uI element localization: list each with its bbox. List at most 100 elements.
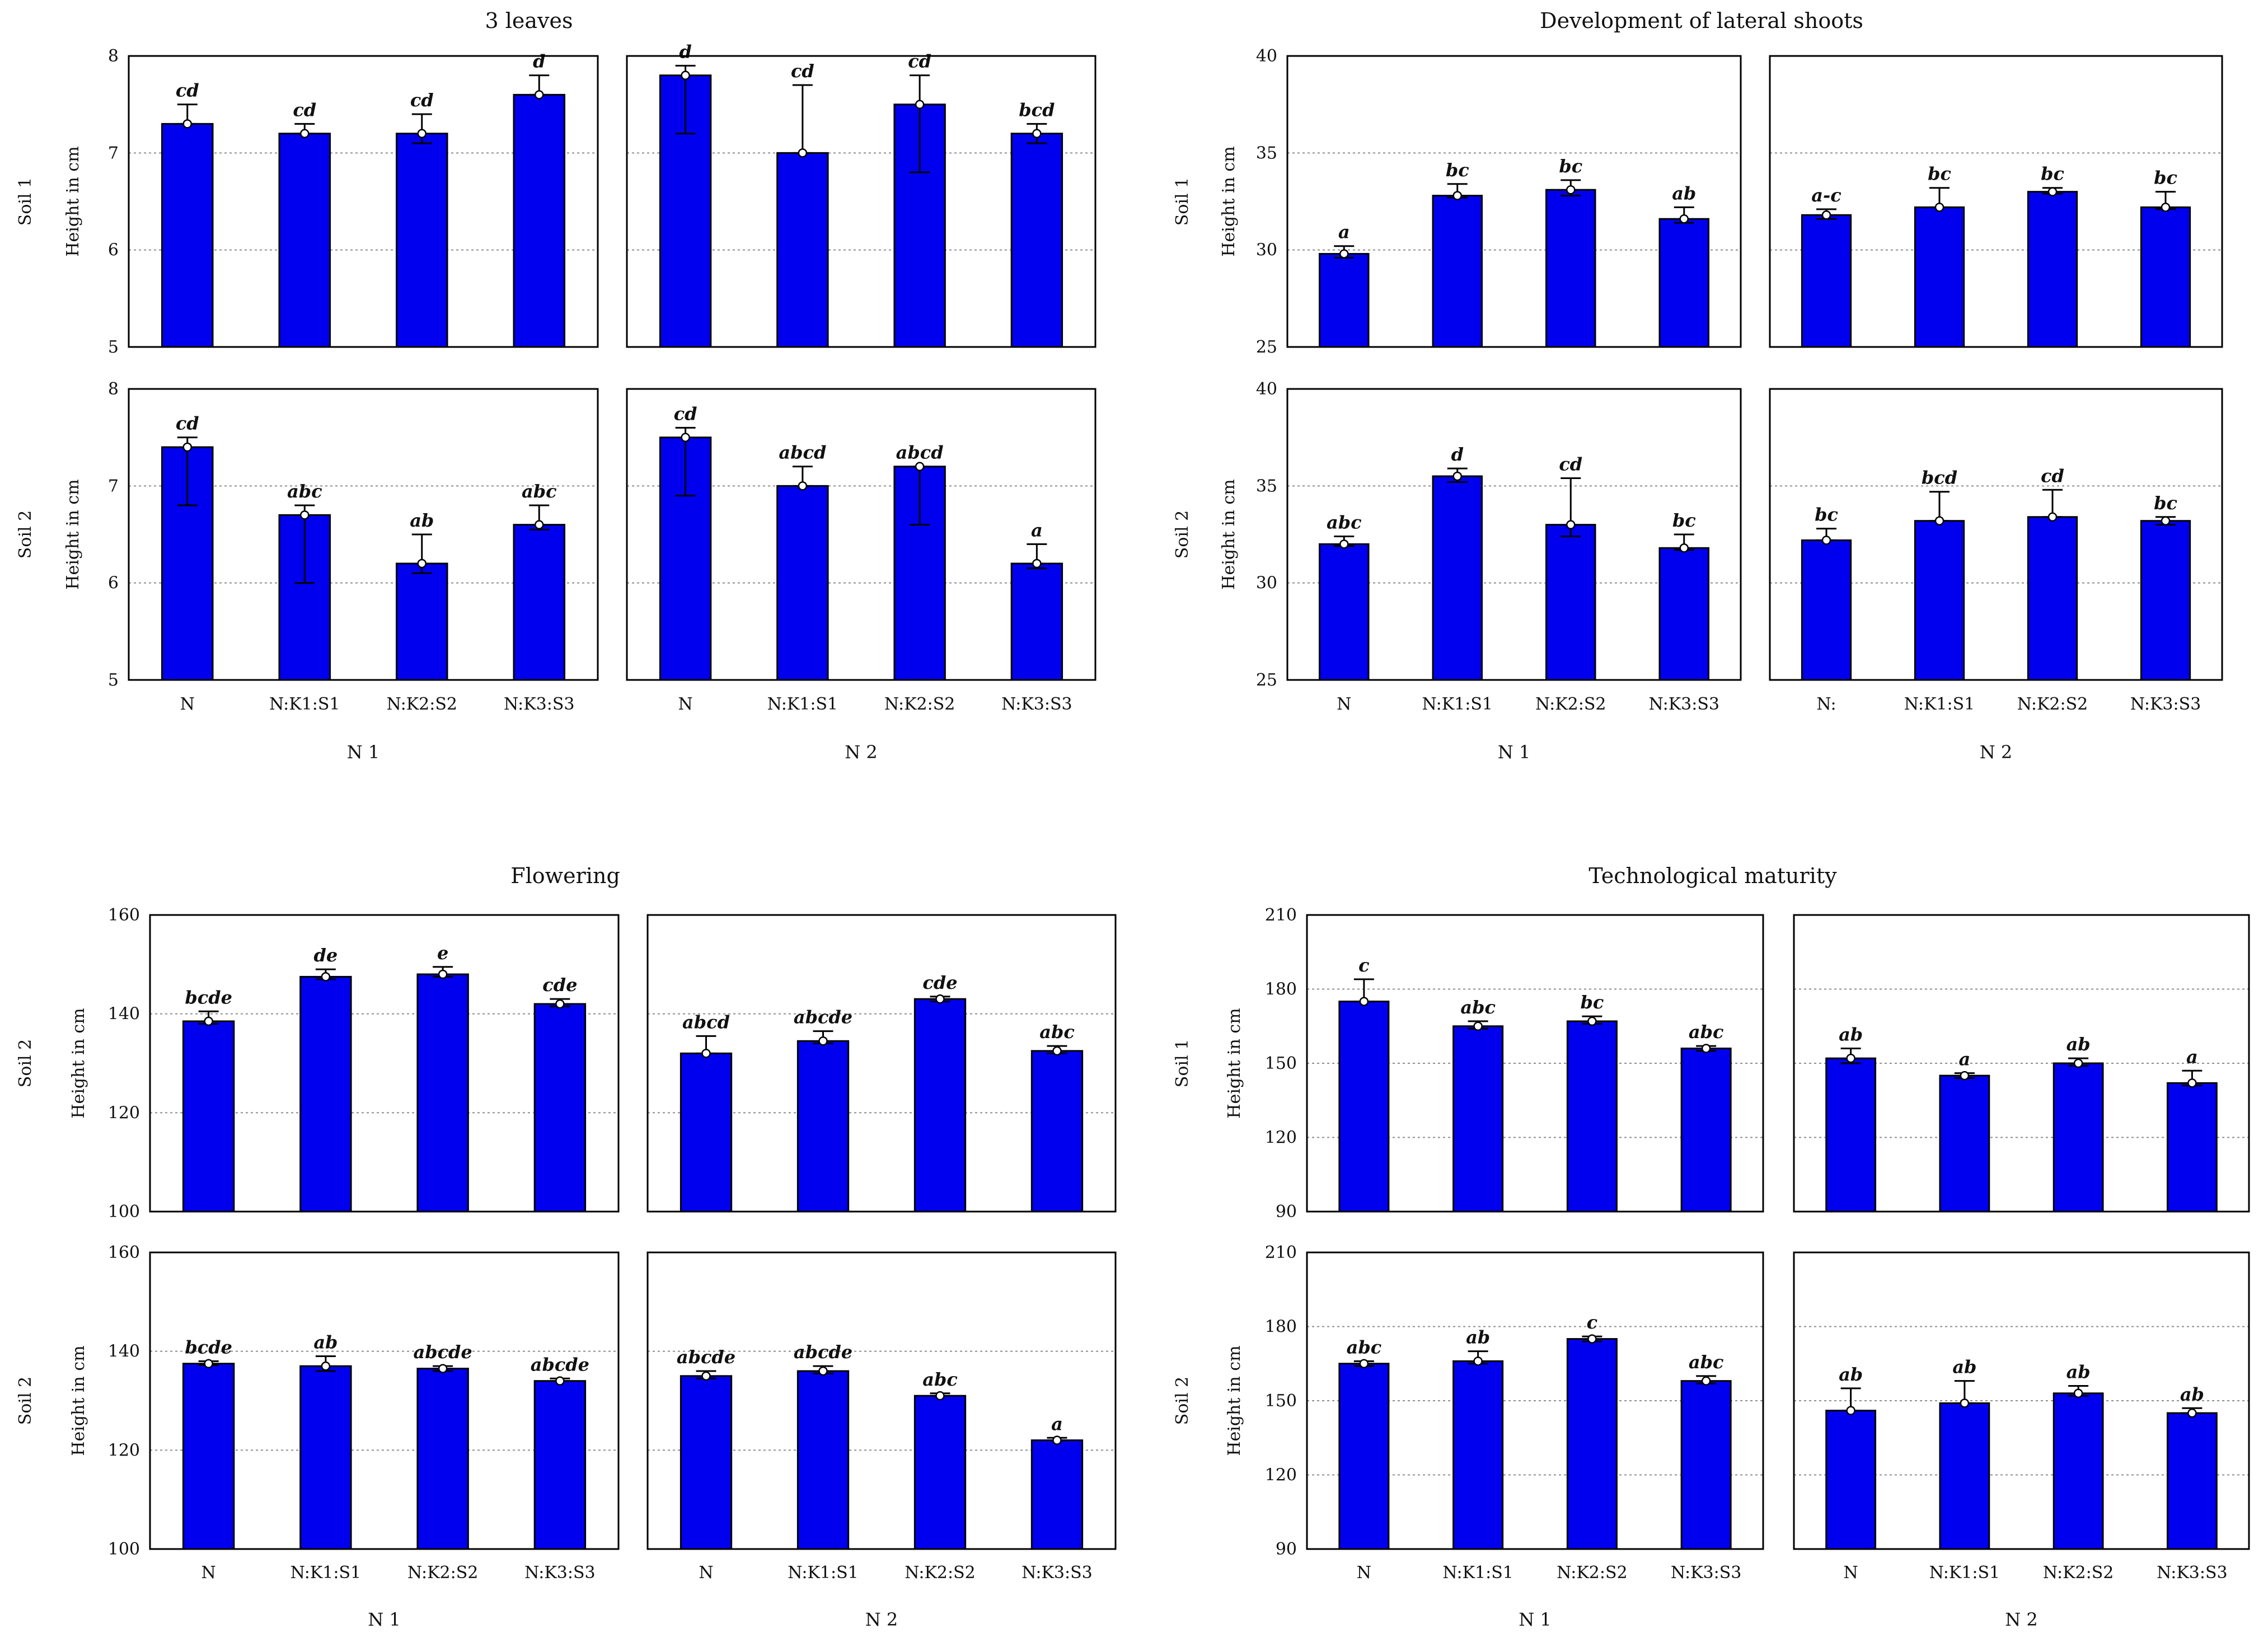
bar: [2053, 1392, 2104, 1550]
mean-marker: [1679, 543, 1689, 553]
category-label: N: [699, 1563, 713, 1583]
bar: [776, 485, 829, 681]
significance-label: a: [1959, 1049, 1971, 1070]
bar: [1680, 1380, 1732, 1550]
significance-label: d: [533, 51, 545, 72]
category-label: N:K1:S1: [788, 1563, 859, 1583]
row-label: Soil 2: [16, 510, 35, 558]
category-label: N:K3:S3: [524, 1563, 596, 1583]
mean-marker: [438, 1364, 448, 1373]
mean-marker: [2047, 187, 2058, 196]
panel-frame: [1286, 388, 1742, 681]
y-tick-label: 100: [108, 1540, 140, 1559]
mean-marker: [1032, 558, 1042, 569]
mean-marker: [300, 129, 310, 138]
panel-frame: [646, 1251, 1117, 1550]
row-label: Soil 2: [16, 1377, 35, 1425]
significance-label: de: [314, 945, 338, 966]
category-label: N:K2:S2: [905, 1563, 976, 1583]
chart-title: 3 leaves: [485, 8, 573, 33]
panel: ab ab ab ab: [1793, 1251, 2250, 1550]
row-label: Soil 1: [16, 177, 35, 226]
bar: [913, 1395, 967, 1550]
category-label: N:K3:S3: [1671, 1563, 1742, 1583]
category-label: N: [678, 694, 693, 714]
mean-marker: [1960, 1398, 1970, 1408]
y-tick-label: 8: [108, 46, 119, 66]
panel: bcde ab abcde abcde: [149, 1251, 620, 1550]
chart-title: Flowering: [510, 863, 620, 888]
mean-marker: [1701, 1376, 1711, 1386]
panel-frame: [646, 914, 1117, 1213]
chart-title: Technological maturity: [1588, 863, 1837, 888]
significance-label: bc: [2041, 163, 2064, 185]
bar: [776, 152, 829, 348]
bar: [1801, 539, 1852, 681]
y-tick-label: 120: [108, 1440, 140, 1460]
bar: [2166, 1082, 2218, 1213]
bar: [2166, 1412, 2218, 1550]
mean-marker: [555, 999, 565, 1009]
significance-label: abcde: [794, 1341, 852, 1363]
mean-marker: [1052, 1046, 1062, 1056]
mean-marker: [681, 71, 690, 80]
category-label: N:K2:S2: [407, 1563, 479, 1583]
mean-marker: [1566, 520, 1576, 529]
category-label: N: [202, 1563, 216, 1583]
panel-frame: [1286, 55, 1742, 348]
significance-label: d: [1451, 444, 1464, 465]
bar: [513, 524, 566, 681]
significance-label: ab: [2180, 1383, 2204, 1405]
mean-marker: [1821, 210, 1831, 220]
mean-marker: [681, 433, 690, 442]
significance-label: cd: [674, 403, 697, 424]
group-label: N 2: [1980, 741, 2013, 763]
significance-label: abc: [922, 1369, 958, 1390]
significance-label: cd: [293, 99, 316, 120]
significance-label: abc: [1689, 1351, 1724, 1373]
significance-label: cd: [176, 413, 199, 434]
chart-3: Flowering Soil 2 Height in cm 100 120 140 160 S…: [16, 863, 1117, 1630]
y-axis-label: Height in cm: [69, 1008, 88, 1118]
mean-marker: [1587, 1016, 1597, 1026]
significance-label: ab: [1466, 1327, 1490, 1348]
significance-label: abc: [1689, 1021, 1724, 1043]
chart-2: Development of lateral shoots Soil 1 Heigh…: [1173, 8, 2223, 763]
y-axis-label: Height in cm: [1225, 1008, 1244, 1118]
mean-marker: [2187, 1408, 2197, 1418]
significance-label: bc: [1815, 504, 1838, 525]
bar: [680, 1375, 733, 1550]
y-tick-label: 160: [108, 905, 140, 925]
significance-label: ab: [2066, 1034, 2091, 1055]
category-label: N:K2:S2: [884, 694, 955, 714]
category-label: N:K3:S3: [504, 694, 575, 714]
significance-label: bc: [1559, 156, 1582, 177]
category-label: N: [1357, 1563, 1371, 1583]
y-tick-label: 35: [1256, 476, 1277, 496]
significance-label: c: [1358, 955, 1369, 976]
y-tick-label: 210: [1265, 905, 1297, 925]
mean-marker: [1339, 539, 1349, 549]
mean-marker: [321, 1361, 331, 1371]
bar: [182, 1020, 235, 1213]
panel: ab a ab a: [1793, 914, 2250, 1213]
mean-marker: [182, 119, 192, 129]
y-tick-label: 120: [1265, 1466, 1297, 1485]
panel-frame: [149, 1251, 620, 1550]
bar: [1030, 1439, 1084, 1550]
chart-1: 3 leaves Soil 1 Height in cm 5 6 7 8 Soil 2 Heig…: [16, 8, 1096, 763]
significance-label: cde: [922, 972, 957, 993]
bar: [1914, 206, 1965, 348]
bar: [1319, 253, 1370, 348]
category-label: N:K2:S2: [2043, 1563, 2114, 1583]
y-tick-label: 25: [1256, 337, 1277, 357]
mean-marker: [1052, 1435, 1062, 1445]
category-label: N:: [1816, 694, 1836, 714]
mean-marker: [417, 558, 427, 569]
mean-marker: [1359, 1359, 1369, 1368]
group-label: N 1: [1498, 741, 1531, 763]
bar: [1432, 475, 1483, 681]
bar: [796, 1370, 850, 1550]
